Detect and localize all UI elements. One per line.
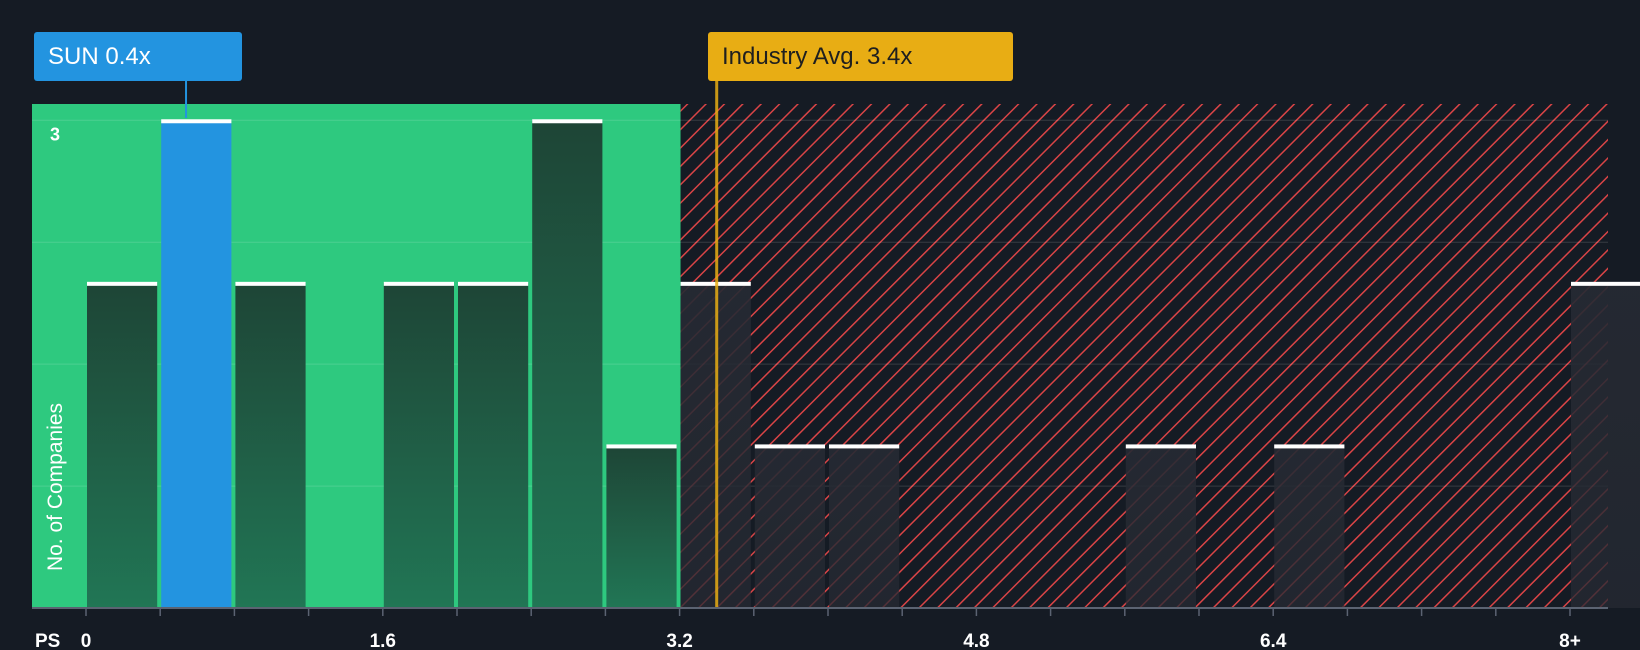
company-bar [161,120,232,609]
industry-avg-label: Industry Avg. [722,43,861,70]
histogram-bar [235,282,306,608]
histogram-bar [829,445,900,608]
bar-cap [754,444,825,449]
bar-cap [1274,444,1345,449]
bar-cap [532,119,603,124]
bar-cap [161,119,232,124]
bar-cap [606,444,677,449]
industry-avg-value: 3.4x [866,43,913,70]
company-ps-callout: SUN 0.4x [34,32,242,81]
bar-cap [458,281,529,286]
histogram-bar [532,120,603,609]
histogram-bar [606,445,677,608]
histogram-bar [1125,445,1196,608]
histogram-bar [383,282,454,608]
y-tick-label: 3 [50,124,60,144]
x-tick-label: 0 [81,631,92,650]
y-axis-label: No. of Companies [44,403,67,571]
histogram-bars [87,119,1640,609]
x-tick-label: 6.4 [1260,631,1287,650]
x-tick-label: 4.8 [963,631,989,650]
x-axis-ticks: 0 1.6 3.2 4.8 6.4 8+ [81,608,1581,650]
bar-cap [235,281,306,286]
bar-cap [829,444,900,449]
company-ps-value: 0.4x [105,43,151,70]
histogram-bar [87,282,158,608]
histogram-bar [1274,445,1345,608]
bar-cap [383,281,454,286]
bar-cap [1571,281,1640,286]
industry-average-callout: Industry Avg. 3.4x [708,32,1013,81]
x-tick-label: 1.6 [370,631,396,650]
x-tick-label: 8+ [1559,631,1581,650]
bar-cap [1125,444,1196,449]
bar-cap [87,281,158,286]
x-tick-label: 3.2 [666,631,692,650]
histogram-bar [458,282,529,608]
x-axis-label: PS [35,631,60,650]
company-ticker: SUN [48,43,99,70]
histogram-bar [1571,282,1640,608]
histogram-bar [754,445,825,608]
